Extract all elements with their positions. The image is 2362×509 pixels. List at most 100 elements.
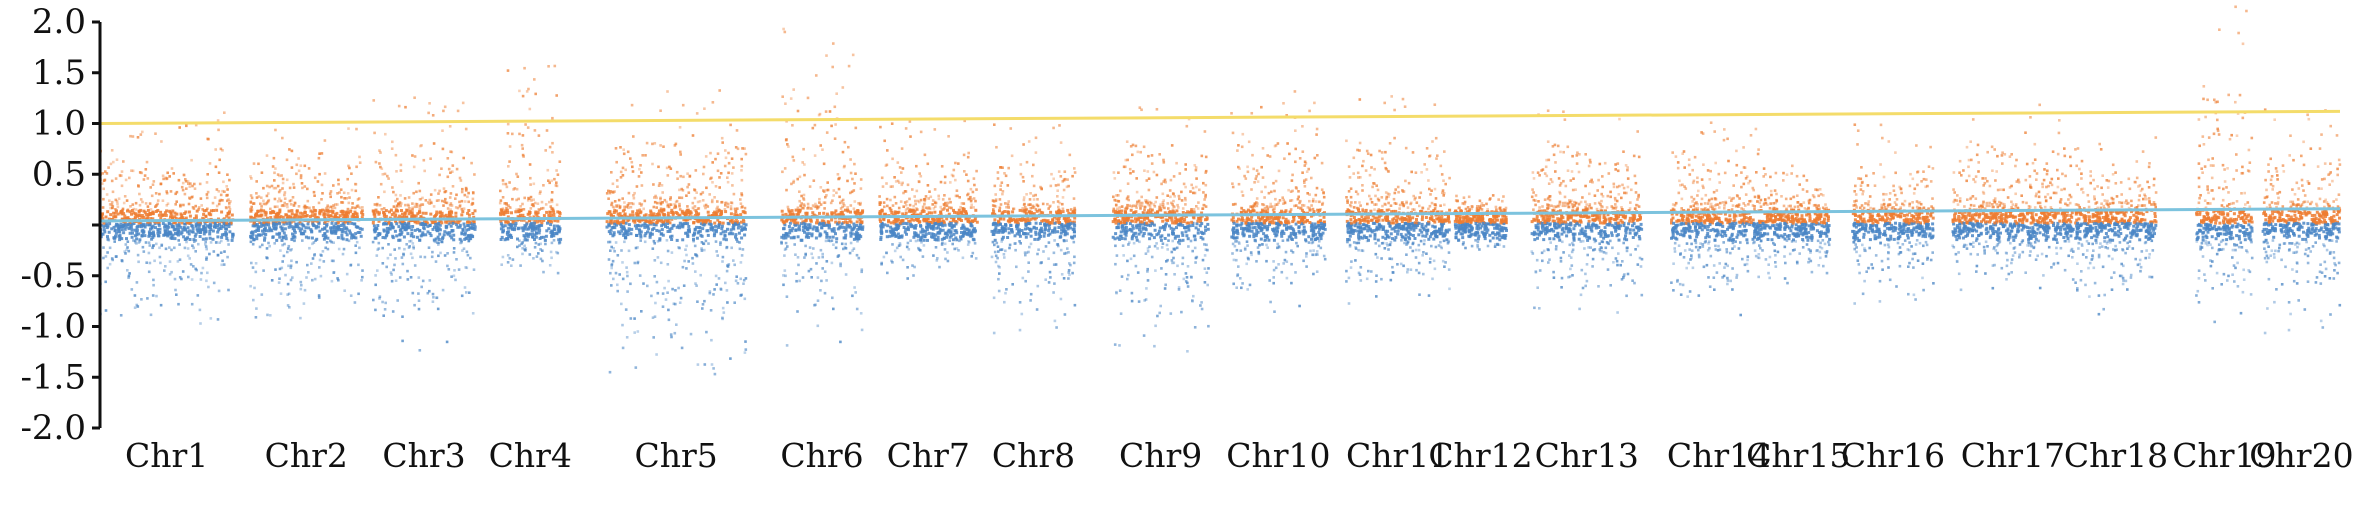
data-point: [197, 206, 201, 209]
data-point: [389, 223, 392, 227]
data-point: [311, 278, 314, 282]
data-point: [671, 213, 675, 217]
data-point: [311, 242, 314, 246]
data-point: [216, 224, 220, 227]
data-point: [935, 226, 939, 230]
data-point: [458, 225, 462, 229]
data-point: [1059, 231, 1063, 235]
data-point: [634, 366, 638, 369]
data-point: [302, 232, 306, 236]
data-point: [409, 252, 413, 256]
data-point: [1056, 210, 1060, 214]
data-point: [399, 169, 403, 172]
data-point: [832, 229, 836, 233]
data-point: [183, 222, 187, 226]
data-point: [290, 225, 294, 229]
data-point: [889, 208, 893, 212]
data-point: [125, 199, 129, 202]
data-point: [794, 208, 798, 212]
data-point: [685, 267, 688, 270]
data-point: [974, 229, 977, 233]
data-point: [527, 87, 530, 91]
data-point: [792, 179, 796, 183]
data-point: [525, 222, 529, 226]
data-point: [740, 192, 743, 195]
data-point: [251, 236, 255, 240]
data-point: [951, 219, 955, 223]
data-point: [1053, 239, 1056, 242]
data-point: [209, 228, 213, 231]
data-point: [812, 247, 815, 250]
data-point: [824, 239, 828, 243]
data-point: [314, 226, 318, 230]
data-point: [640, 171, 643, 174]
data-point: [743, 206, 747, 210]
data-point: [281, 177, 285, 181]
data-point: [675, 238, 679, 242]
data-point: [134, 208, 138, 211]
data-point: [318, 258, 322, 262]
data-point: [427, 246, 431, 249]
data-point: [197, 225, 201, 229]
data-point: [740, 157, 743, 161]
data-point: [145, 160, 149, 164]
data-point: [992, 331, 996, 335]
data-point: [798, 199, 801, 203]
data-point: [954, 194, 958, 198]
data-point: [408, 240, 411, 243]
data-point: [350, 188, 354, 192]
data-point: [542, 270, 545, 274]
data-point: [882, 218, 886, 222]
data-point: [689, 332, 693, 336]
data-point: [194, 222, 198, 226]
data-point: [798, 175, 802, 179]
data-point: [629, 232, 633, 236]
data-point: [853, 286, 856, 289]
data-point: [971, 219, 975, 223]
data-point: [395, 222, 399, 226]
data-point: [717, 209, 721, 213]
data-point: [1000, 240, 1003, 243]
data-point: [660, 228, 664, 232]
data-points: [98, 5, 2342, 376]
data-point: [301, 239, 304, 242]
data-point: [228, 202, 231, 205]
data-point: [882, 255, 886, 259]
data-point: [709, 177, 712, 181]
data-point: [966, 243, 970, 246]
data-point: [784, 247, 788, 250]
data-point: [465, 187, 468, 191]
data-point: [449, 192, 453, 195]
data-point: [295, 215, 299, 219]
data-point: [740, 178, 744, 182]
data-point: [125, 237, 128, 241]
data-point: [257, 214, 261, 218]
data-point: [374, 160, 378, 164]
data-point: [179, 216, 183, 220]
data-point: [639, 239, 642, 242]
data-point: [424, 199, 428, 202]
data-point: [670, 211, 674, 214]
data-point: [470, 223, 474, 227]
data-point: [1060, 223, 1064, 226]
data-point: [729, 228, 733, 232]
data-point: [961, 234, 965, 238]
data-point: [156, 229, 160, 233]
data-point: [329, 226, 333, 230]
data-point: [825, 232, 829, 235]
data-point: [175, 223, 179, 227]
data-point: [615, 160, 618, 164]
data-point: [303, 210, 307, 214]
data-point: [790, 209, 794, 213]
data-point: [679, 296, 683, 300]
data-point: [652, 205, 656, 209]
data-point: [170, 222, 174, 226]
data-point: [226, 211, 230, 215]
data-point: [329, 205, 333, 209]
data-point: [824, 195, 827, 199]
data-point: [116, 202, 119, 206]
data-point: [331, 205, 334, 209]
data-point: [921, 205, 925, 209]
data-point: [1023, 227, 1027, 231]
data-point: [301, 186, 304, 190]
